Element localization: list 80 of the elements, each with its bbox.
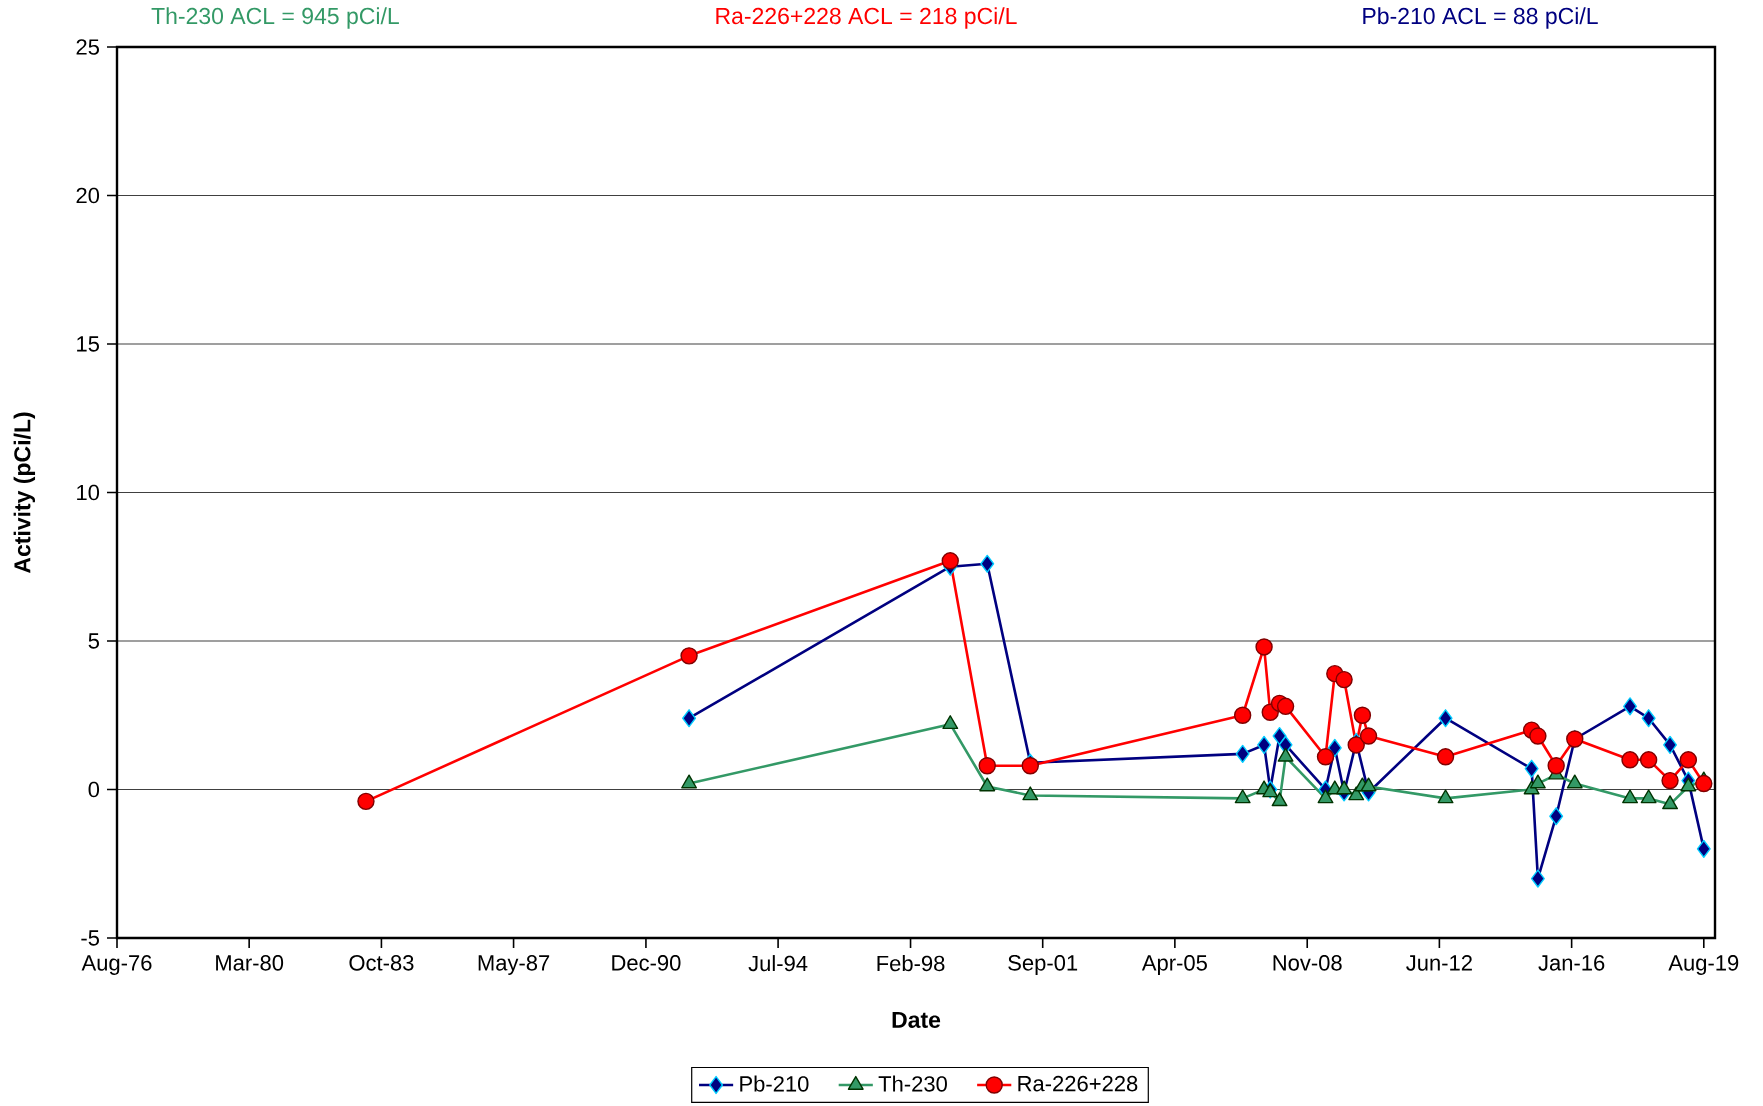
point	[1317, 789, 1334, 804]
point	[1235, 744, 1250, 763]
point	[1695, 774, 1713, 793]
y-tick-label: 25	[76, 39, 99, 55]
x-tick-label: Aug-19	[1668, 955, 1739, 975]
point	[1277, 747, 1294, 762]
point	[1623, 697, 1638, 716]
point	[1272, 726, 1287, 746]
point	[1639, 751, 1658, 769]
point	[1529, 727, 1547, 745]
point	[1622, 789, 1639, 804]
x-tick-label: May-87	[478, 955, 550, 975]
x-tick-label: Jun-12	[1406, 955, 1472, 971]
point	[1271, 792, 1288, 807]
x-tick-label: Mar-80	[216, 955, 284, 971]
point	[1663, 735, 1678, 755]
point	[980, 554, 995, 573]
point	[1524, 759, 1539, 778]
x-tick-label: Jan-16	[1538, 955, 1605, 971]
point	[1327, 738, 1342, 757]
point	[1360, 777, 1377, 792]
text: Ra-226+228 ACL = 218 pCi/L	[716, 7, 1017, 29]
point	[1255, 638, 1273, 656]
x-tick-label: Jul-94	[748, 955, 808, 972]
point	[1547, 757, 1565, 775]
text: Pb-210 ACL = 88 pCi/L	[1363, 7, 1598, 29]
point	[1021, 757, 1039, 775]
point	[979, 777, 996, 792]
point	[1276, 697, 1295, 716]
legend-label: Ra-226+228	[1018, 1075, 1138, 1092]
point	[1257, 735, 1272, 755]
point	[1336, 780, 1353, 795]
point	[1436, 748, 1455, 766]
x-tick-label: Feb-98	[877, 955, 945, 972]
point	[1530, 869, 1545, 888]
y-tick-label: 20	[76, 187, 100, 204]
point	[1022, 786, 1039, 801]
point	[978, 757, 996, 775]
y-tick-label: -5	[81, 930, 99, 946]
y-tick-label: 10	[77, 484, 100, 501]
y-axis-title: Activity (pCi/L)	[13, 412, 36, 574]
point	[1621, 751, 1639, 769]
x-tick-label: Aug-76	[81, 955, 152, 975]
point	[1438, 709, 1453, 728]
point	[682, 709, 697, 728]
point	[1529, 774, 1546, 789]
y-tick-label: 15	[77, 336, 99, 352]
legend-label: Th-230	[878, 1075, 947, 1092]
point	[1641, 709, 1656, 728]
legend-label: Pb-210	[740, 1075, 809, 1092]
point	[681, 774, 698, 789]
x-axis-title: Date	[892, 1011, 941, 1028]
point	[1661, 771, 1679, 790]
point	[1566, 774, 1583, 789]
x-tick-label: Nov-08	[1273, 955, 1342, 971]
point	[1234, 789, 1251, 804]
point	[1437, 789, 1454, 804]
point	[1640, 789, 1657, 804]
point	[1680, 777, 1697, 792]
point	[1359, 727, 1378, 745]
point	[942, 715, 959, 730]
x-tick-label: Dec-90	[612, 955, 681, 971]
point	[1679, 751, 1698, 769]
point	[941, 552, 959, 570]
point	[680, 647, 698, 665]
text: Th-230 ACL = 945 pCi/L	[151, 7, 399, 29]
point	[1316, 748, 1335, 766]
point	[1347, 736, 1365, 754]
point	[357, 792, 375, 811]
x-tick-label: Apr-05	[1141, 955, 1207, 975]
point	[1696, 839, 1711, 858]
y-tick-label: 0	[88, 781, 100, 798]
y-tick-label: 5	[88, 633, 99, 649]
point	[1353, 706, 1372, 724]
x-tick-label: Sep-01	[1008, 955, 1078, 975]
point	[1549, 807, 1564, 826]
point	[1662, 795, 1679, 810]
x-tick-label: Oct-83	[349, 955, 414, 971]
point	[1233, 706, 1252, 724]
point	[1335, 670, 1353, 689]
